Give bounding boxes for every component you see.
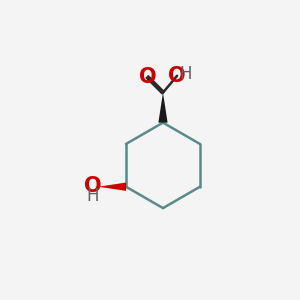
Text: H: H <box>180 65 192 83</box>
Text: O: O <box>168 66 186 86</box>
Polygon shape <box>158 93 168 123</box>
Text: O: O <box>84 176 101 196</box>
Text: H: H <box>86 187 99 205</box>
Polygon shape <box>98 183 126 191</box>
Text: O: O <box>139 67 156 87</box>
